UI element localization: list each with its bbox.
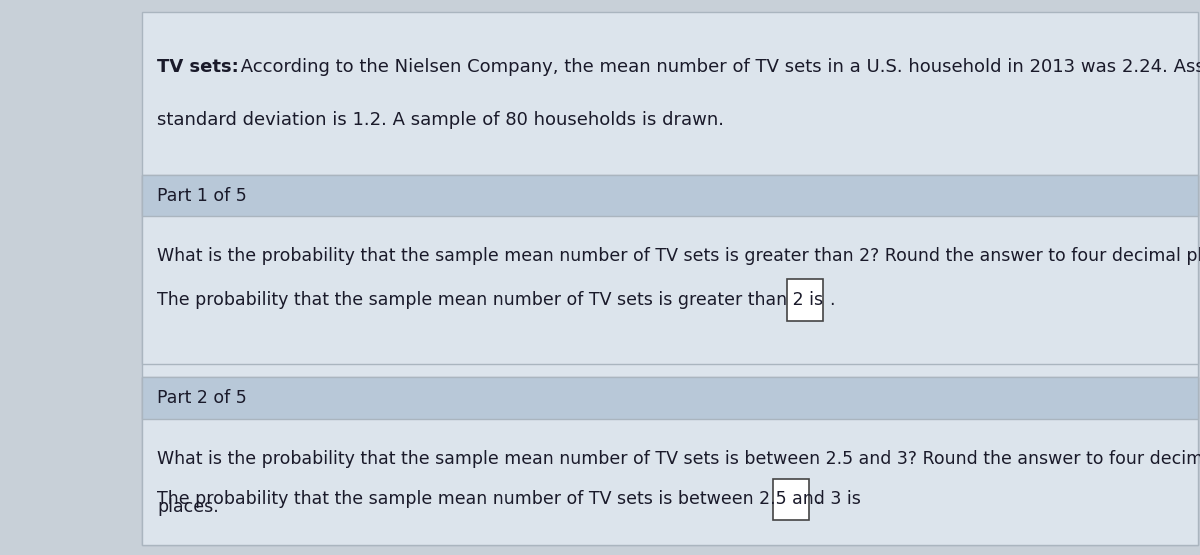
FancyBboxPatch shape [787,279,823,321]
Text: What is the probability that the sample mean number of TV sets is greater than 2: What is the probability that the sample … [157,247,1200,265]
Text: .: . [815,491,821,508]
Text: places.: places. [157,498,218,516]
Text: According to the Nielsen Company, the mean number of TV sets in a U.S. household: According to the Nielsen Company, the me… [235,58,1200,76]
FancyBboxPatch shape [142,377,1198,545]
FancyBboxPatch shape [773,478,809,521]
Text: Part 1 of 5: Part 1 of 5 [157,186,247,205]
FancyBboxPatch shape [142,175,1198,364]
Text: The probability that the sample mean number of TV sets is greater than 2 is: The probability that the sample mean num… [157,291,823,309]
Text: What is the probability that the sample mean number of TV sets is between 2.5 an: What is the probability that the sample … [157,450,1200,467]
Text: The probability that the sample mean number of TV sets is between 2.5 and 3 is: The probability that the sample mean num… [157,491,862,508]
FancyBboxPatch shape [142,12,1198,545]
Text: TV sets:: TV sets: [157,58,239,76]
Text: .: . [829,291,835,309]
FancyBboxPatch shape [142,377,1198,419]
FancyBboxPatch shape [142,175,1198,216]
Text: Part 2 of 5: Part 2 of 5 [157,389,247,407]
Text: standard deviation is 1.2. A sample of 80 households is drawn.: standard deviation is 1.2. A sample of 8… [157,111,725,129]
